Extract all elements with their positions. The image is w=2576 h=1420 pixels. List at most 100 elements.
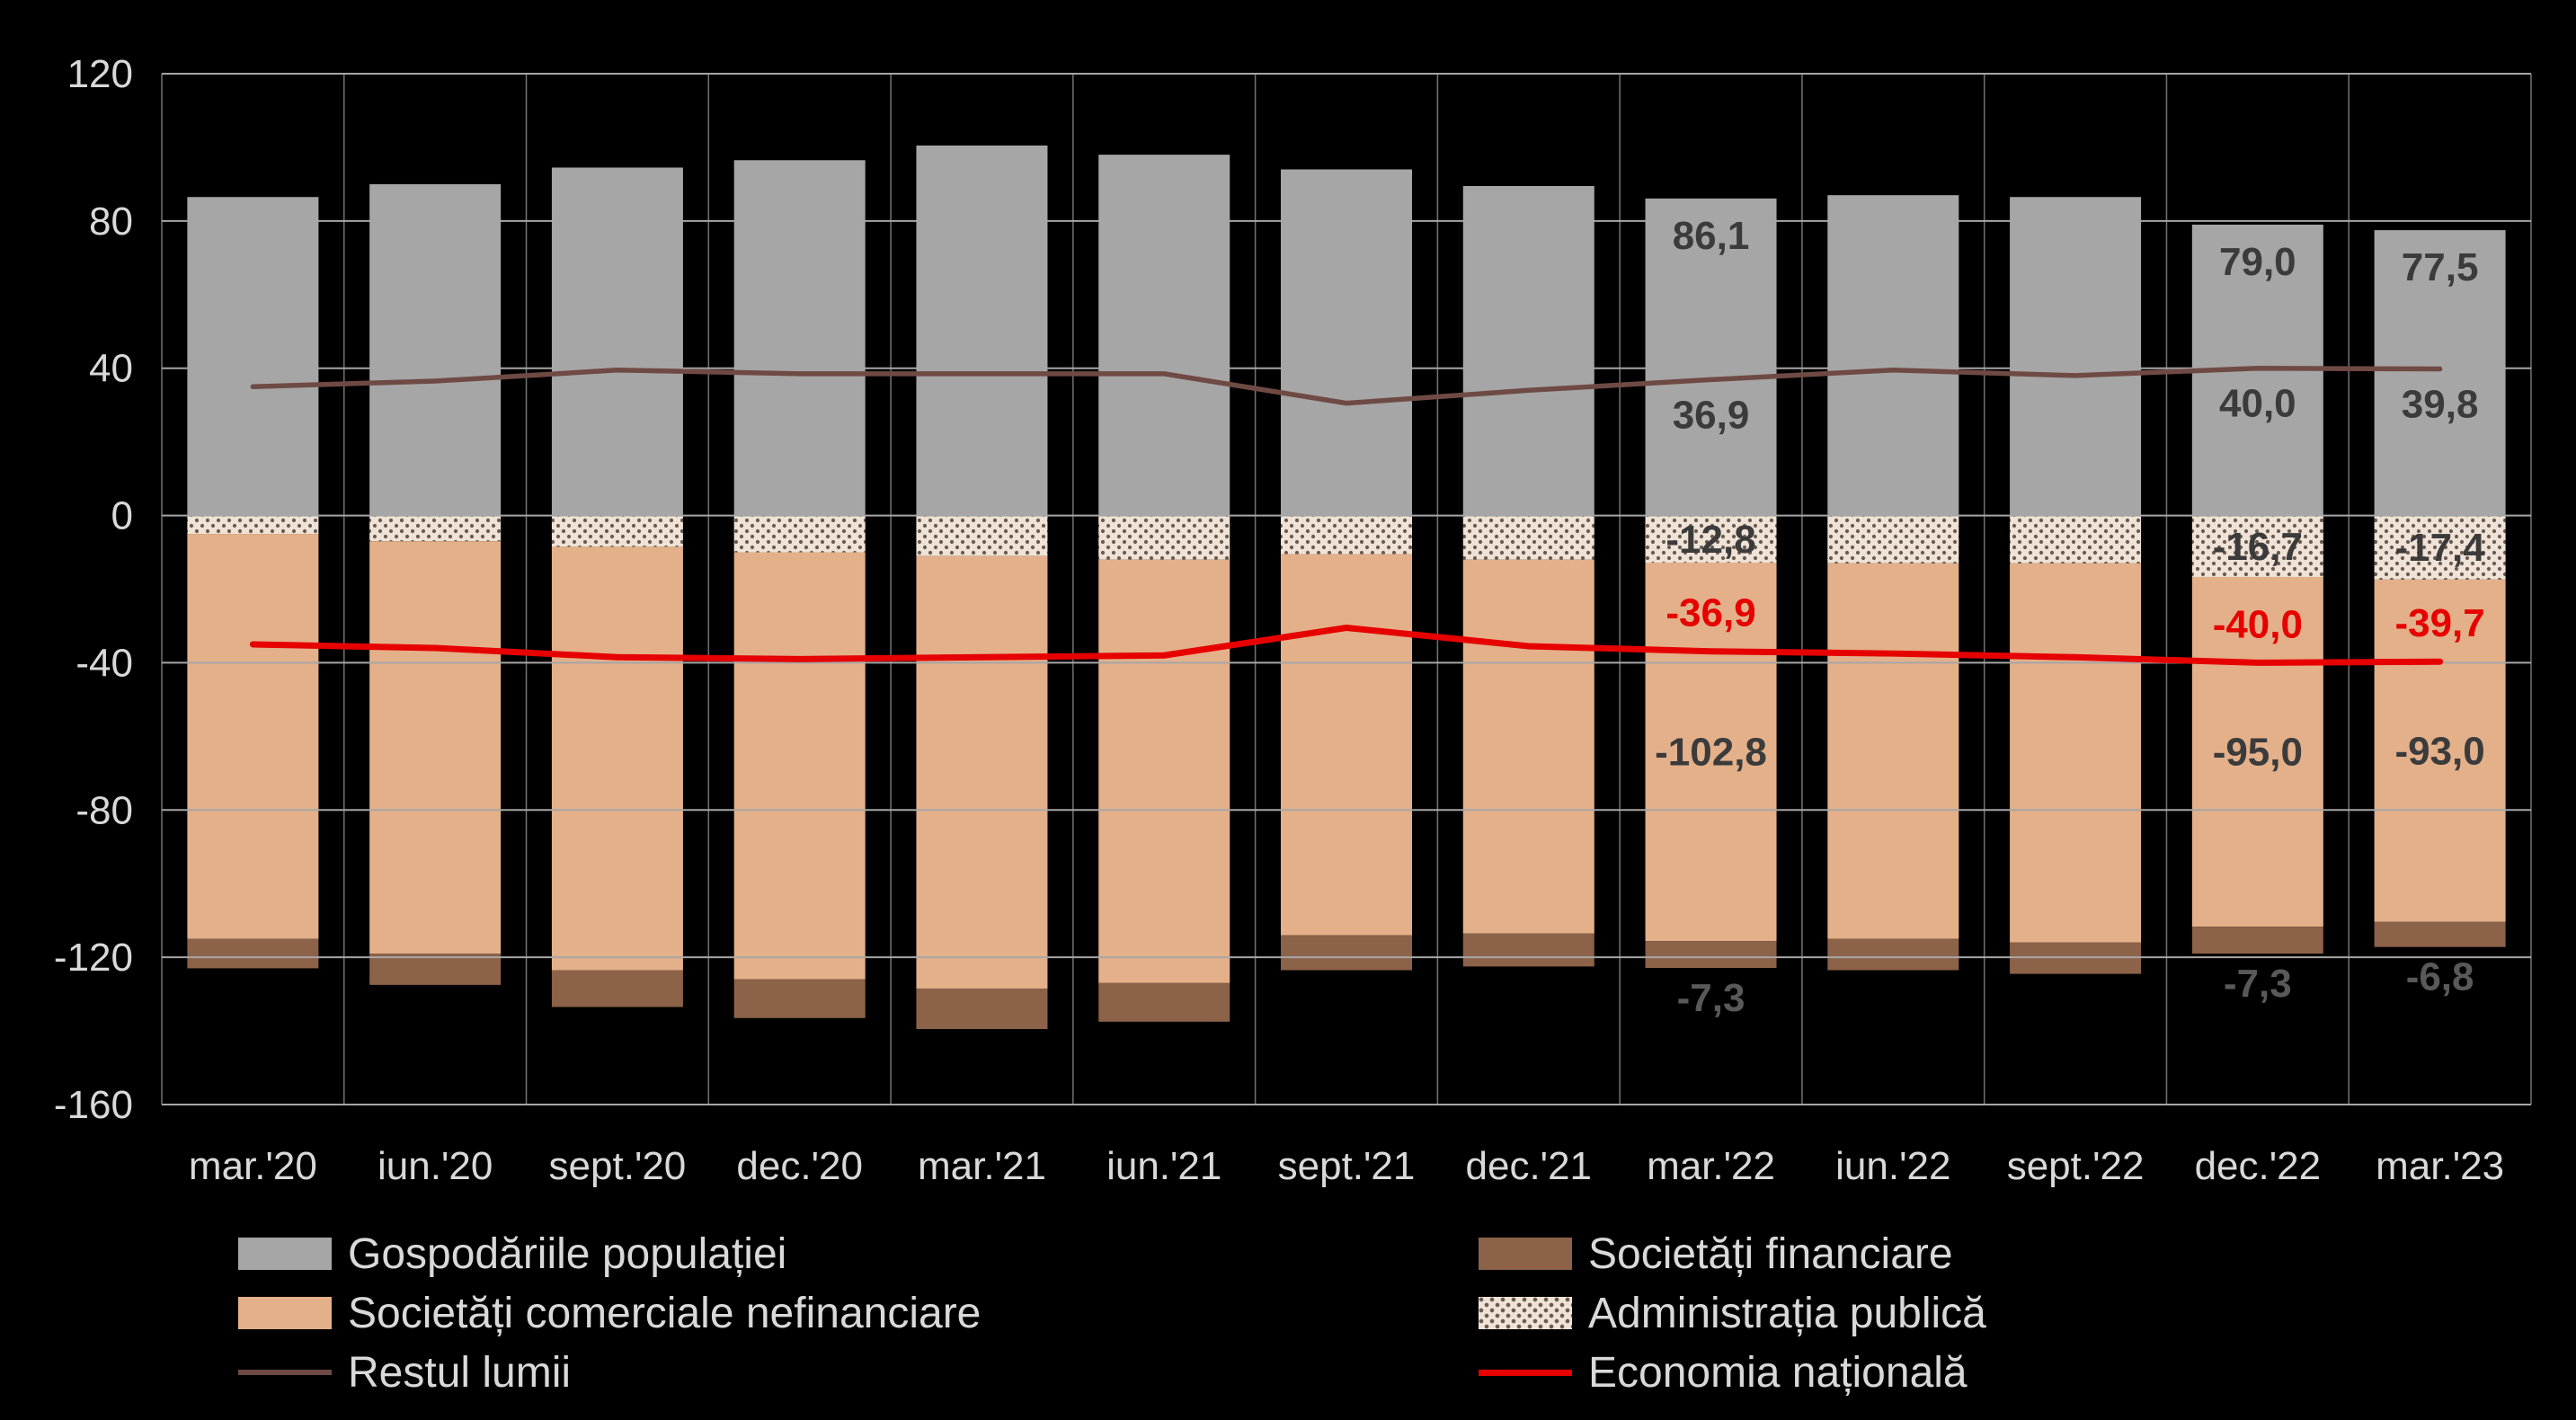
y-tick-label: 120	[67, 52, 133, 96]
data-labels: 86,1 79,0 77,5 -12,8 -16,7 -17,4 -102,8 -95,0 -9…	[1655, 214, 2485, 1020]
bar-government	[1827, 515, 1959, 564]
legend-label-restworld: Restul lumii	[348, 1348, 572, 1397]
y-tick-label: 40	[89, 347, 133, 391]
legend-swatch-households	[238, 1238, 332, 1270]
bar-households	[1827, 195, 1959, 516]
bar-government	[733, 515, 866, 553]
bar-nonfinancial	[551, 546, 683, 971]
legend-item-households: Gospodăriile populației	[238, 1224, 1479, 1283]
plot-area: 120 80 40 0 -40 -80 -120 -160 mar.'20 iun.'20 sept…	[54, 52, 2532, 1188]
x-tick-label: dec.'22	[2195, 1144, 2322, 1188]
legend-item-nonfinancial: Societăți comerciale nefinanciare	[238, 1283, 1479, 1343]
legend-swatch-government	[1479, 1297, 1572, 1329]
bar-nonfinancial	[1098, 559, 1230, 983]
legend-label-government: Administrația publică	[1588, 1289, 1986, 1337]
y-tick-label: -120	[54, 936, 133, 980]
x-tick-label: mar.'20	[189, 1144, 317, 1188]
legend-column-left: Gospodăriile populației Societăți comerc…	[238, 1224, 1479, 1402]
x-tick-label: mar.'22	[1647, 1144, 1775, 1188]
bar-financial	[369, 954, 502, 985]
bar-financial	[1462, 933, 1594, 967]
bar-households	[187, 197, 319, 516]
bar-government	[1645, 515, 1777, 564]
data-label-national: -36,9	[1666, 591, 1755, 635]
bar-financial	[1645, 941, 1777, 969]
bar-households	[916, 145, 1048, 516]
x-axis-labels: mar.'20 iun.'20 sept.'20 dec.'20 mar.'21 iun.…	[189, 1144, 2504, 1188]
bar-households	[733, 160, 866, 516]
bar-nonfinancial	[1462, 559, 1594, 934]
legend-label-households: Gospodăriile populației	[348, 1229, 787, 1278]
y-tick-label: -40	[76, 641, 133, 685]
bar-nonfinancial	[733, 552, 866, 980]
legend-column-right: Societăți financiare Administrația publi…	[1479, 1224, 1986, 1402]
bar-households	[1645, 198, 1777, 516]
x-tick-label: iun.'21	[1106, 1144, 1221, 1188]
bar-financial	[1827, 938, 1959, 971]
bar-nonfinancial	[1281, 554, 1412, 936]
bar-financial	[733, 979, 866, 1018]
line-national	[249, 625, 2444, 666]
bar-households	[551, 167, 683, 516]
legend-item-financial: Societăți financiare	[1479, 1224, 1986, 1283]
legend-swatch-financial	[1479, 1238, 1572, 1270]
horizontal-gridlines	[162, 73, 2531, 1105]
legend-item-government: Administrația publică	[1479, 1283, 1986, 1343]
bar-government	[2010, 515, 2142, 564]
bars	[187, 145, 2506, 1030]
data-label-national: -39,7	[2394, 601, 2484, 645]
bar-households	[2010, 197, 2142, 516]
legend-label-financial: Societăți financiare	[1588, 1229, 1953, 1278]
legend-label-national: Economia națională	[1588, 1348, 1968, 1397]
x-tick-label: iun.'22	[1835, 1144, 1950, 1188]
data-label-government: -17,4	[2394, 526, 2485, 570]
bar-financial	[1281, 935, 1412, 971]
bar-government	[187, 515, 319, 535]
x-tick-label: sept.'20	[549, 1144, 687, 1188]
x-tick-label: iun.'20	[378, 1144, 493, 1188]
data-label-restworld: 36,9	[1673, 393, 1750, 437]
legend-item-restworld: Restul lumii	[238, 1343, 1479, 1402]
data-label-financial: -7,3	[2224, 962, 2292, 1006]
bar-government	[369, 515, 502, 542]
bar-government	[1462, 515, 1594, 560]
data-label-restworld: 39,8	[2402, 383, 2479, 427]
data-label-nonfinancial: -102,8	[1655, 731, 1767, 775]
bar-government	[2191, 515, 2323, 577]
data-label-government: -12,8	[1666, 518, 1755, 562]
chart-canvas: 120 80 40 0 -40 -80 -120 -160 mar.'20 iun.'20 sept…	[54, 52, 2532, 1188]
bar-financial	[916, 988, 1048, 1030]
bar-government	[2374, 515, 2506, 580]
data-label-nonfinancial: -95,0	[2213, 731, 2303, 775]
data-label-financial: -6,8	[2406, 955, 2474, 999]
bar-nonfinancial	[1645, 563, 1777, 942]
legend-swatch-nonfinancial	[238, 1297, 332, 1329]
x-tick-label: mar.'21	[918, 1144, 1046, 1188]
y-tick-label: -80	[76, 788, 133, 832]
data-label-nonfinancial: -93,0	[2394, 729, 2484, 773]
bar-financial	[187, 938, 319, 969]
bar-nonfinancial	[369, 541, 502, 954]
bar-financial	[2010, 942, 2142, 974]
bar-financial	[551, 970, 683, 1007]
bar-government	[916, 515, 1048, 556]
y-tick-label: 0	[111, 494, 133, 538]
bar-government	[551, 515, 683, 547]
x-tick-label: mar.'23	[2376, 1144, 2504, 1188]
bar-financial	[1098, 982, 1230, 1022]
data-label-households: 79,0	[2219, 240, 2296, 284]
data-label-financial: -7,3	[1677, 976, 1745, 1020]
bar-government	[1281, 515, 1412, 555]
x-tick-label: sept.'21	[1278, 1144, 1416, 1188]
x-tick-label: sept.'22	[2007, 1144, 2145, 1188]
legend-item-national: Economia națională	[1479, 1343, 1986, 1402]
vertical-gridlines	[161, 74, 2532, 1105]
data-label-restworld: 40,0	[2219, 382, 2296, 426]
y-tick-label: -160	[54, 1083, 133, 1127]
legend: Gospodăriile populației Societăți comerc…	[238, 1224, 1986, 1402]
y-axis-labels: 120 80 40 0 -40 -80 -120 -160	[54, 52, 133, 1127]
bar-nonfinancial	[2010, 563, 2142, 943]
legend-swatch-national	[1479, 1369, 1572, 1376]
bar-government	[1098, 515, 1230, 560]
